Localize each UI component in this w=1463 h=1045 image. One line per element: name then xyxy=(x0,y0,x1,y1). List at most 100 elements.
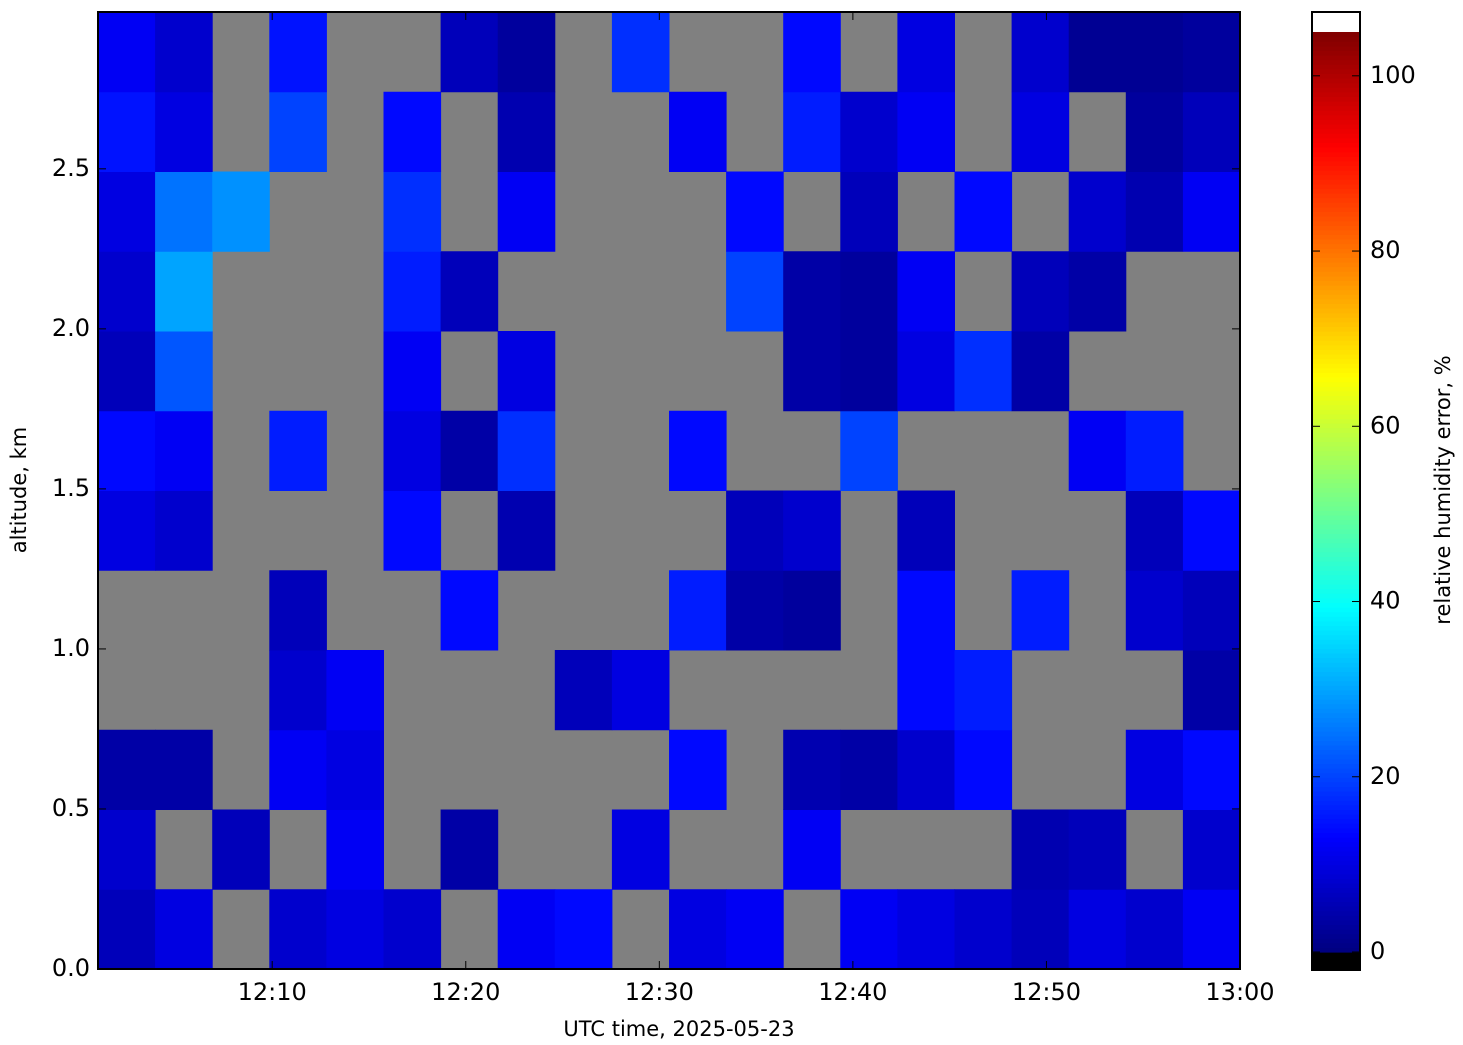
colorbar-swatch xyxy=(1312,413,1360,419)
heatmap-cell xyxy=(897,570,955,651)
x-tick-label: 12:50 xyxy=(1012,978,1081,1006)
heatmap-cell xyxy=(326,729,384,810)
colorbar-swatch xyxy=(1312,919,1360,925)
heatmap-cell xyxy=(383,889,442,970)
colorbar-swatch xyxy=(1312,211,1360,217)
heatmap-cell xyxy=(155,889,213,970)
heatmap-cell xyxy=(726,490,784,571)
heatmap-cell xyxy=(1125,490,1184,571)
heatmap-cell xyxy=(269,91,327,172)
plot-frame xyxy=(97,11,1241,970)
colorbar-swatch xyxy=(1312,768,1360,774)
colorbar-swatch xyxy=(1312,620,1360,626)
colorbar-swatch xyxy=(1312,873,1360,879)
heatmap-cell xyxy=(155,729,213,810)
colorbar-swatch xyxy=(1312,216,1360,222)
colorbar-swatch xyxy=(1312,156,1360,162)
colorbar-swatch xyxy=(1312,501,1360,507)
colorbar-swatch xyxy=(1312,616,1360,622)
heatmap-cell xyxy=(611,650,670,731)
heatmap-cell xyxy=(98,91,156,172)
heatmap-cell xyxy=(155,171,213,252)
heatmap-cell xyxy=(1125,570,1184,651)
colorbar-swatch xyxy=(1312,174,1360,180)
colorbar-swatch xyxy=(1312,45,1360,51)
colorbar-swatch xyxy=(1312,510,1360,516)
colorbar-swatch xyxy=(1312,892,1360,898)
heatmap-cell xyxy=(1068,809,1127,890)
colorbar-swatch xyxy=(1312,124,1360,130)
colorbar-swatch xyxy=(1312,363,1360,369)
colorbar-swatch xyxy=(1312,795,1360,801)
colorbar-swatch xyxy=(1312,193,1360,199)
colorbar-swatch xyxy=(1312,308,1360,314)
colorbar-swatch xyxy=(1312,869,1360,875)
colorbar-swatch xyxy=(1312,726,1360,732)
colorbar-swatch xyxy=(1312,275,1360,281)
colorbar-swatch xyxy=(1312,786,1360,792)
colorbar-swatch xyxy=(1312,938,1360,944)
colorbar-swatch xyxy=(1312,183,1360,189)
heatmap-cell xyxy=(840,331,898,412)
colorbar-tick-label: 60 xyxy=(1370,411,1401,439)
colorbar-swatch xyxy=(1312,418,1360,424)
colorbar-swatch xyxy=(1312,151,1360,157)
colorbar-swatch xyxy=(1312,478,1360,484)
heatmap-cell xyxy=(1182,809,1241,890)
colorbar-swatch xyxy=(1312,515,1360,521)
colorbar-tick-label: 0 xyxy=(1370,937,1385,965)
colorbar-swatch xyxy=(1312,579,1360,585)
colorbar-swatch xyxy=(1312,321,1360,327)
colorbar-swatch xyxy=(1312,59,1360,65)
heatmap-cell xyxy=(212,171,270,252)
colorbar-swatch xyxy=(1312,814,1360,820)
colorbar-swatch xyxy=(1312,335,1360,341)
heatmap-cell xyxy=(497,91,556,172)
colorbar-swatch xyxy=(1312,634,1360,640)
colorbar-swatch xyxy=(1312,533,1360,539)
heatmap-cell xyxy=(155,490,213,571)
colorbar-swatch xyxy=(1312,818,1360,824)
colorbar-swatch xyxy=(1312,68,1360,74)
colorbar-swatch xyxy=(1312,386,1360,392)
x-axis-label: UTC time, 2025-05-23 xyxy=(563,1017,794,1041)
colorbar-swatch xyxy=(1312,597,1360,603)
colorbar-swatch xyxy=(1312,105,1360,111)
heatmap-cell xyxy=(954,650,1013,731)
heatmap-cell xyxy=(897,490,955,571)
colorbar-swatch xyxy=(1312,257,1360,263)
heatmap-cell xyxy=(669,410,727,491)
heatmap-cell xyxy=(1011,12,1070,93)
heatmap-cell xyxy=(440,12,499,93)
colorbar-tick-label: 80 xyxy=(1370,236,1401,264)
colorbar-swatch xyxy=(1312,326,1360,332)
colorbar-swatch xyxy=(1312,280,1360,286)
heatmap-cell xyxy=(155,251,213,332)
colorbar-swatch xyxy=(1312,942,1360,948)
colorbar-swatch xyxy=(1312,344,1360,350)
heatmap-cell xyxy=(383,171,442,252)
colorbar-swatch xyxy=(1312,841,1360,847)
heatmap-cell xyxy=(212,809,270,890)
y-tick-label: 1.5 xyxy=(52,474,90,502)
heatmap-cell xyxy=(726,171,784,252)
colorbar-swatch xyxy=(1312,404,1360,410)
colorbar-swatch xyxy=(1312,584,1360,590)
heatmap-cell xyxy=(497,490,556,571)
colorbar-frame xyxy=(1311,11,1361,971)
colorbar-swatch xyxy=(1312,777,1360,783)
heatmap-cell xyxy=(954,171,1013,252)
heatmap-cell xyxy=(840,729,898,810)
heatmap-cell xyxy=(954,729,1013,810)
colorbar-swatch xyxy=(1312,915,1360,921)
heatmap-cell xyxy=(840,889,898,970)
colorbar-swatch xyxy=(1312,947,1360,953)
heatmap-cell xyxy=(1182,889,1241,970)
colorbar-swatch xyxy=(1312,574,1360,580)
heatmap-cell xyxy=(1068,171,1127,252)
colorbar-swatch xyxy=(1312,482,1360,488)
heatmap-cell xyxy=(1011,809,1070,890)
heatmap-cell xyxy=(1125,91,1184,172)
colorbar-swatch xyxy=(1312,285,1360,291)
